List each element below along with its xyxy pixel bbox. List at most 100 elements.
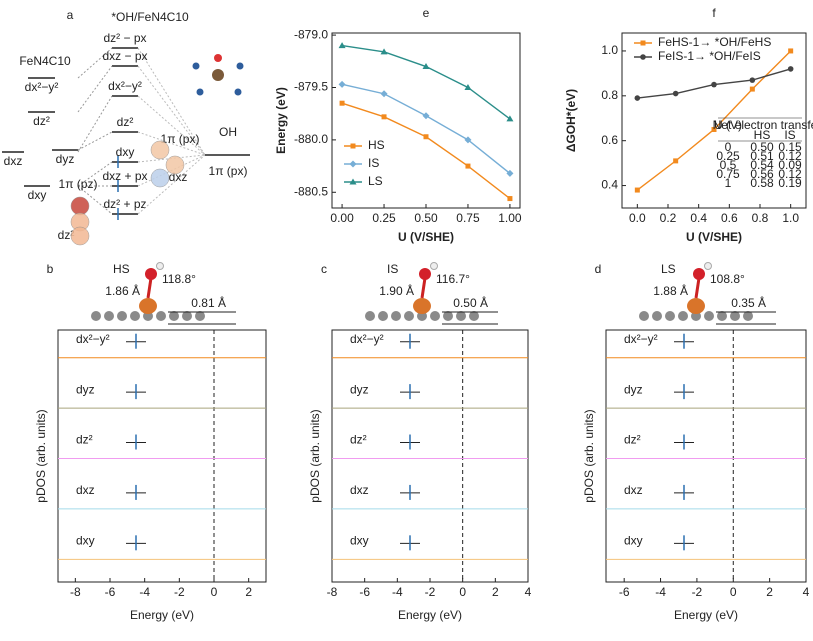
carbon-atom xyxy=(639,311,649,321)
data-point xyxy=(634,95,641,101)
connector xyxy=(137,95,206,156)
x-tick-label: 4 xyxy=(803,585,810,599)
carbon-atom xyxy=(195,311,205,321)
carbon-atom xyxy=(391,311,401,321)
data-point xyxy=(349,178,357,185)
carbon-atom xyxy=(430,311,440,321)
x-tick-label: 0.2 xyxy=(660,211,677,225)
data-point xyxy=(339,100,345,106)
carbon-atom xyxy=(678,311,688,321)
x-tick-label: 0.6 xyxy=(721,211,738,225)
carbon-atom xyxy=(378,311,388,321)
orbital-label: dxy xyxy=(624,533,643,547)
orbital-lobe xyxy=(70,196,90,216)
orbital-label: dx²−y² xyxy=(624,332,658,346)
table-cell: 1 xyxy=(725,176,732,190)
hydrogen-atom xyxy=(156,262,164,270)
orbital-label: dxz xyxy=(624,483,643,497)
orbital-label: dz² xyxy=(350,433,367,447)
orbital-label: dxy xyxy=(350,533,369,547)
height-label: 0.50 Å xyxy=(453,295,488,310)
data-point xyxy=(506,169,514,177)
level-label: dx²−y² xyxy=(108,79,142,93)
panel-letter: b xyxy=(47,262,54,276)
data-point xyxy=(749,77,756,83)
carbon-atom xyxy=(156,311,166,321)
legend-label: FeHS-1→ *OH/FeHS xyxy=(658,35,771,49)
spin-state: IS xyxy=(387,262,398,276)
y-tick-label: 1.0 xyxy=(601,43,618,57)
data-point xyxy=(711,81,717,88)
bond xyxy=(146,277,153,299)
y-axis-label: ΔGOH*(eV) xyxy=(564,89,578,152)
orbital-label: dyz xyxy=(624,382,643,396)
data-point xyxy=(422,63,430,70)
data-point xyxy=(380,48,388,55)
atom xyxy=(236,62,244,70)
data-point xyxy=(507,196,513,202)
x-tick-label: 0 xyxy=(211,585,218,599)
data-point xyxy=(349,160,357,168)
connector xyxy=(137,65,206,156)
connector xyxy=(77,95,113,153)
orbital-label: dx²−y² xyxy=(76,332,110,346)
data-point xyxy=(711,126,717,132)
panel-letter: e xyxy=(423,6,430,20)
table-cell: 0.50 xyxy=(750,140,774,154)
oxygen-atom xyxy=(419,268,431,280)
carbon-atom xyxy=(182,311,192,321)
orbital-lobe xyxy=(70,226,90,246)
atom xyxy=(234,88,242,96)
level-label: dz² xyxy=(33,114,50,128)
panel-letter: a xyxy=(67,8,74,22)
x-tick-label: 0.75 xyxy=(456,211,480,225)
panel-letter: f xyxy=(712,6,716,20)
oxygen-atom xyxy=(693,268,705,280)
x-tick-label: 4 xyxy=(525,585,532,599)
data-point xyxy=(634,187,640,193)
carbon-atom xyxy=(130,311,140,321)
legend-label: LS xyxy=(368,174,383,188)
y-tick-label: -880.5 xyxy=(294,184,328,198)
hydrogen-atom xyxy=(704,262,712,270)
data-point xyxy=(465,163,471,169)
connector xyxy=(137,47,206,156)
x-tick-label: 0.8 xyxy=(752,211,769,225)
connector xyxy=(77,65,113,113)
data-point xyxy=(506,115,514,122)
plot-frame xyxy=(605,329,807,583)
orbital-label: 1π (px) xyxy=(161,132,200,146)
x-tick-label: 1.00 xyxy=(498,211,522,225)
table-cell: 0.25 xyxy=(716,149,740,163)
x-tick-label: 2 xyxy=(766,585,773,599)
height-label: 0.35 Å xyxy=(731,295,766,310)
bond-length: 1.90 Å xyxy=(379,283,414,298)
table-cell: 0.12 xyxy=(778,167,802,181)
y-tick-label: 0.4 xyxy=(601,178,618,192)
data-point xyxy=(673,158,679,164)
bond-angle: 116.7° xyxy=(436,272,470,286)
spin-state: HS xyxy=(113,262,130,276)
y-tick-label: 0.6 xyxy=(601,133,618,147)
carbon-atom xyxy=(743,311,753,321)
carbon-atom xyxy=(404,311,414,321)
atom xyxy=(196,88,204,96)
legend-label: IS xyxy=(368,156,379,170)
carbon-atom xyxy=(91,311,101,321)
bond-length: 1.86 Å xyxy=(105,283,140,298)
table-cell: 0.12 xyxy=(778,149,802,163)
table-cell: 0.51 xyxy=(750,149,774,163)
x-axis-label: Energy (eV) xyxy=(674,608,738,622)
x-tick-label: -4 xyxy=(655,585,666,599)
x-tick-label: 2 xyxy=(492,585,499,599)
legend-label: HS xyxy=(368,138,385,152)
iron-atom xyxy=(139,298,157,314)
diagram-title: *OH/FeN4C10 xyxy=(111,10,189,24)
x-tick-label: -6 xyxy=(359,585,370,599)
carbon-atom xyxy=(652,311,662,321)
atom xyxy=(192,62,200,70)
y-tick-label: 0.8 xyxy=(601,88,618,102)
carbon-atom xyxy=(169,311,179,321)
level-label: dz² xyxy=(117,115,134,129)
atom xyxy=(212,69,224,81)
